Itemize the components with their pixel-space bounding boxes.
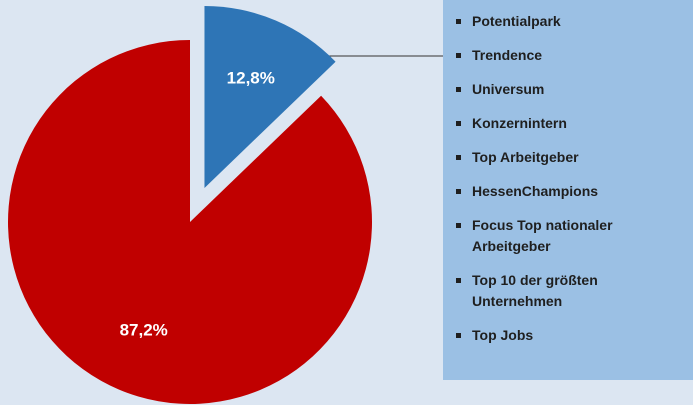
callout-item: HessenChampions [456, 181, 685, 202]
callout-item: Konzernintern [456, 113, 685, 134]
data-label: 87,2% [120, 320, 168, 339]
pie-slice [8, 40, 372, 404]
callout-box: Potentialpark Trendence Universum Konzernin… [443, 0, 693, 380]
callout-item: Top Arbeitgeber [456, 147, 685, 168]
data-label: 12,8% [227, 69, 275, 88]
callout-item: Trendence [456, 45, 685, 66]
pie-slice [204, 5, 336, 188]
callout-item: Focus Top nationaler Arbeitgeber [456, 215, 685, 257]
callout-item: Universum [456, 79, 685, 100]
callout-item: Top Jobs [456, 325, 685, 346]
callout-item: Top 10 der größten Unternehmen [456, 270, 685, 312]
callout-item: Potentialpark [456, 11, 685, 32]
